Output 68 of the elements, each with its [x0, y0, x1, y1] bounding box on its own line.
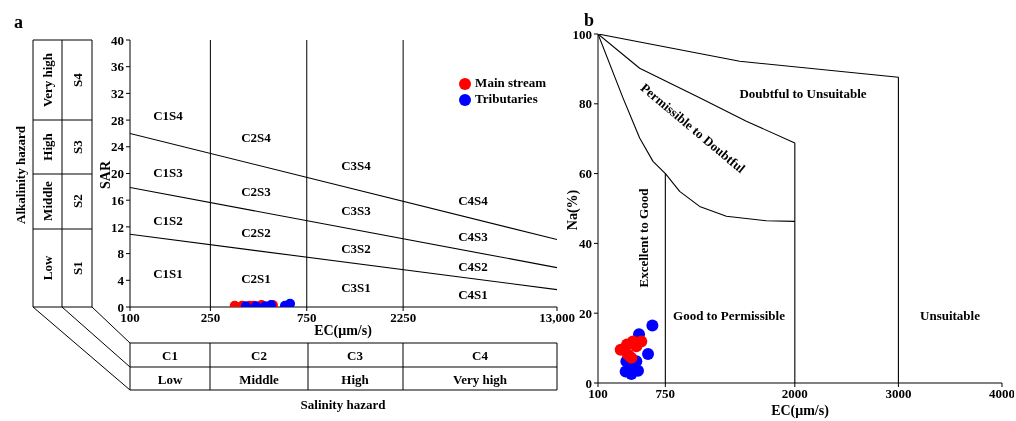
annotation: C4S4: [458, 192, 489, 208]
annotation: C2S2: [241, 224, 271, 240]
annotation: C3S3: [341, 202, 372, 218]
y-tick-label: 4: [117, 272, 125, 288]
y-tick-label: 32: [111, 86, 124, 102]
x-tick-label: 13,000: [539, 310, 575, 326]
x-tick-label: 250: [200, 310, 221, 326]
x-axis-title: EC(μm/s): [314, 322, 373, 339]
annotation: C3S2: [341, 240, 371, 256]
annotation: C2S3: [241, 183, 272, 199]
annotation: C4S2: [458, 258, 488, 274]
y-tick-label: 0: [585, 375, 592, 391]
y-tick-label: 60: [579, 166, 592, 182]
annotation: Good to Permissible: [673, 307, 786, 323]
y-axis-title: Na(%): [564, 189, 581, 231]
annotation: C4S1: [458, 286, 488, 302]
y-tick-label: 28: [111, 112, 125, 128]
text: Middle: [39, 180, 55, 221]
x-tick-label: 3000: [885, 386, 912, 402]
annotation: Unsuitable: [920, 307, 981, 323]
text: Low: [39, 255, 55, 281]
text: S1: [69, 261, 85, 275]
text: C4: [472, 347, 489, 363]
y-tick-label: 20: [579, 305, 592, 321]
y-tick-label: 80: [579, 96, 592, 112]
chart-title: a: [14, 12, 23, 33]
y-tick-label: 16: [111, 192, 125, 208]
text: High: [341, 371, 370, 387]
text: C3: [347, 347, 364, 363]
annotation: C4S3: [458, 228, 489, 244]
y-tick-label: 24: [111, 139, 125, 155]
text: S2: [69, 194, 85, 208]
x-tick-label: 2000: [781, 386, 808, 402]
text: Low: [157, 371, 183, 387]
text: High: [39, 132, 55, 161]
annotation: C1S2: [153, 212, 183, 228]
annotation: C1S1: [153, 265, 183, 281]
text: S4: [69, 72, 85, 87]
y-tick-label: 40: [579, 236, 592, 252]
x-axis-title: EC(μm/s): [771, 402, 830, 419]
legend-label: Tributaries: [475, 91, 538, 106]
annotation: C1S4: [153, 107, 184, 123]
y-tick-label: 0: [117, 299, 124, 315]
text: Middle: [239, 371, 280, 387]
text: Very high: [452, 371, 508, 387]
annotation: Excellent to Good: [635, 187, 651, 288]
annotation: C2S4: [241, 129, 272, 145]
text: C1: [162, 347, 178, 363]
annotation: C2S1: [241, 270, 271, 286]
text: Alkalinity hazard: [12, 125, 28, 224]
y-tick-label: 20: [111, 166, 124, 182]
annotation: C3S4: [341, 157, 372, 173]
y-tick-label: 40: [111, 32, 124, 48]
text: C2: [251, 347, 267, 363]
annotation: C1S3: [153, 164, 184, 180]
x-tick-label: 750: [297, 310, 317, 326]
x-tick-label: 750: [655, 386, 676, 402]
annotation: Doubtful to Unsuitable: [739, 85, 867, 101]
legend-label: Main stream: [475, 75, 546, 90]
x-tick-label: 2250: [390, 310, 417, 326]
annotation: C3S1: [341, 279, 371, 295]
text: Very high: [39, 52, 55, 108]
x-tick-label: 4000: [989, 386, 1015, 402]
y-tick-label: 36: [111, 59, 125, 75]
y-tick-label: 8: [117, 246, 125, 262]
text: S3: [69, 139, 85, 154]
y-tick-label: 12: [111, 219, 124, 235]
text: Salinity hazard: [300, 396, 387, 412]
